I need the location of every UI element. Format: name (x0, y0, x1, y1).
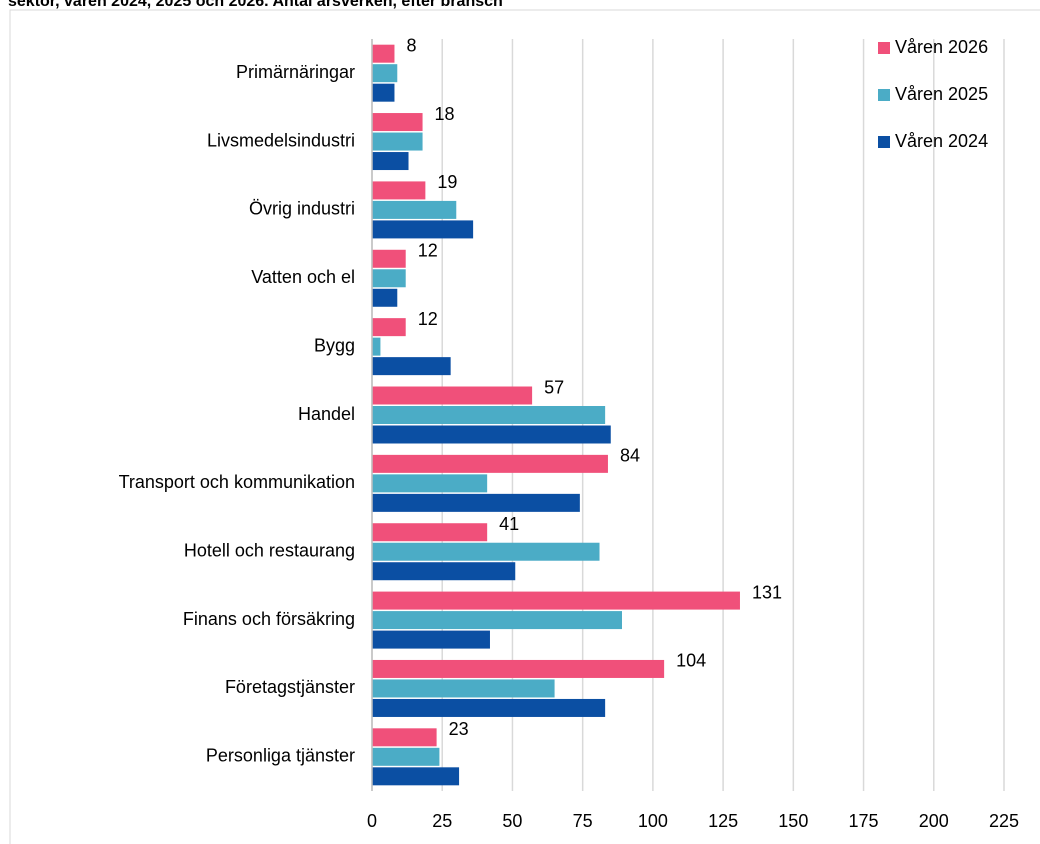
bar (372, 288, 398, 307)
data-label: 131 (752, 582, 782, 602)
bar (372, 337, 381, 356)
x-tick-label: 200 (919, 811, 949, 831)
x-tick-label: 225 (989, 811, 1019, 831)
bar (372, 386, 533, 405)
data-label: 23 (449, 719, 469, 739)
y-tick-label: Handel (298, 404, 355, 424)
y-tick-label: Bygg (314, 335, 355, 355)
bar (372, 113, 423, 132)
y-tick-label: Hotell och restaurang (184, 540, 355, 560)
y-tick-label: Livsmedelsindustri (207, 130, 355, 150)
bar (372, 591, 740, 610)
x-tick-label: 75 (573, 811, 593, 831)
bar (372, 83, 395, 102)
bar (372, 220, 474, 239)
data-label: 8 (406, 35, 416, 55)
legend-label: Våren 2026 (895, 37, 988, 57)
bar (372, 357, 451, 376)
legend-swatch (878, 89, 890, 101)
chart-title: sektor, våren 2024, 2025 och 2026. Antal… (8, 0, 503, 10)
bar (372, 44, 395, 63)
bar (372, 659, 665, 678)
bar (372, 767, 460, 786)
x-tick-label: 125 (708, 811, 738, 831)
bar (372, 181, 426, 200)
bar (372, 611, 622, 630)
data-label: 104 (676, 651, 706, 671)
bar (372, 269, 406, 288)
bar (372, 698, 606, 717)
x-tick-label: 175 (849, 811, 879, 831)
legend-swatch (878, 136, 890, 148)
x-tick-label: 25 (432, 811, 452, 831)
bar (372, 454, 608, 473)
legend-swatch (878, 42, 890, 54)
x-tick-label: 100 (638, 811, 668, 831)
y-tick-label: Primärnäringar (236, 62, 355, 82)
bar (372, 728, 437, 747)
bar (372, 425, 611, 444)
data-label: 41 (499, 514, 519, 534)
y-tick-label: Personliga tjänster (206, 746, 355, 766)
bar (372, 474, 488, 493)
bar (372, 679, 555, 698)
x-tick-label: 50 (502, 811, 522, 831)
chart-frame (9, 9, 1040, 844)
bar (372, 406, 606, 424)
bar (372, 152, 409, 171)
data-label: 18 (435, 104, 455, 124)
bar (372, 542, 600, 561)
data-label: 19 (437, 172, 457, 192)
y-tick-label: Finans och försäkring (183, 609, 355, 629)
bar (372, 562, 516, 581)
data-label: 57 (544, 377, 564, 397)
bar (372, 132, 423, 151)
y-tick-label: Övrig industri (249, 199, 355, 219)
y-tick-label: Transport och kommunikation (119, 472, 355, 492)
bar (372, 523, 488, 542)
data-label: 84 (620, 446, 640, 466)
bar (372, 249, 406, 268)
x-tick-label: 0 (367, 811, 377, 831)
data-label: 12 (418, 309, 438, 329)
data-label: 12 (418, 241, 438, 261)
legend-label: Våren 2024 (895, 131, 988, 151)
y-tick-label: Företagstjänster (225, 677, 355, 697)
bar (372, 318, 406, 337)
bar (372, 200, 457, 219)
bar (372, 747, 440, 766)
legend-label: Våren 2025 (895, 84, 988, 104)
x-tick-label: 150 (778, 811, 808, 831)
bar (372, 493, 580, 512)
bar (372, 64, 398, 83)
y-tick-label: Vatten och el (251, 267, 355, 287)
bar (372, 630, 490, 649)
